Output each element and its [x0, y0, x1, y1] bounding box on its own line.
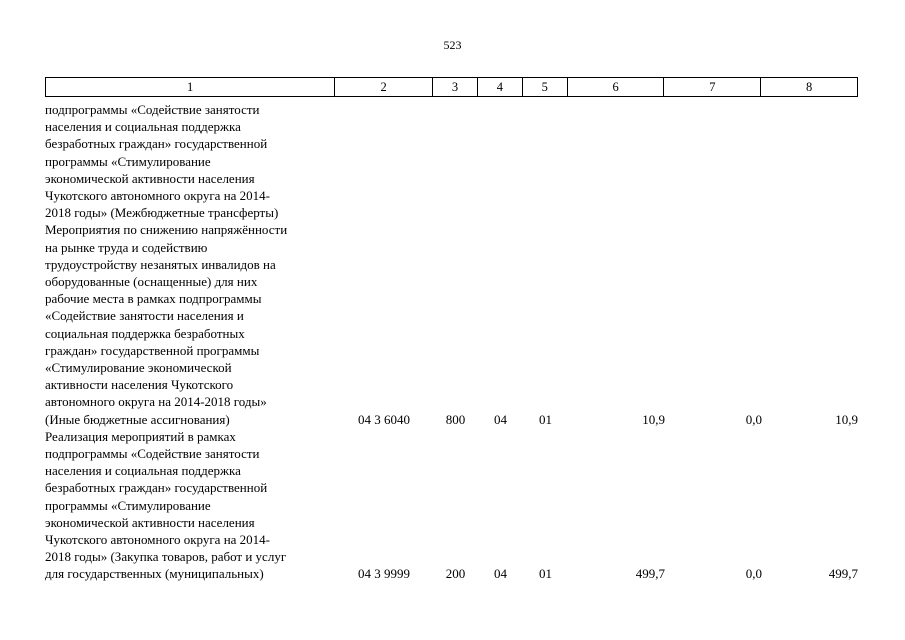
description-line: подпрограммы «Содействие занятости [45, 446, 260, 462]
kcsr-code: 04 3 9999 [358, 566, 410, 582]
description-line: «Стимулирование экономической [45, 360, 232, 376]
subsection-code: 01 [539, 566, 552, 582]
row-description: подпрограммы «Содействие занятости населе… [45, 101, 335, 221]
description-line: оборудованные (оснащенные) для них [45, 274, 258, 290]
description-line: рабочие места в рамках подпрограммы [45, 291, 262, 307]
column-header-7: 7 [664, 78, 762, 96]
amount-total: 10,9 [642, 411, 665, 427]
description-line: 2018 годы» (Межбюджетные трансферты) [45, 205, 279, 221]
description-line: 2018 годы» (Закупка товаров, работ и усл… [45, 549, 287, 565]
kvr-code: 200 [445, 566, 466, 582]
amount-federal: 0,0 [745, 411, 762, 427]
amount-total: 499,7 [635, 566, 665, 582]
column-header-8: 8 [806, 80, 813, 94]
column-header-5: 5 [523, 78, 568, 96]
description-line: для государственных (муниципальных) [45, 566, 264, 582]
kcsr-code: 04 3 6040 [358, 411, 410, 427]
description-line: Реализация мероприятий в рамках [45, 428, 236, 444]
column-header-2: 2 [335, 78, 434, 96]
amount-federal: 0,0 [745, 566, 762, 582]
description-line: безработных граждан» государственной [45, 136, 268, 152]
description-line: Чукотского автономного округа на 2014- [45, 188, 271, 204]
row-description: Мероприятия по снижению напряжённости на … [45, 221, 335, 427]
row-description: Реализация мероприятий в рамках подпрогра… [45, 428, 335, 583]
description-line: автономного округа на 2014-2018 годы» [45, 394, 267, 410]
description-line: социальная поддержка безработных [45, 325, 245, 341]
column-header-6: 6 [568, 78, 665, 96]
table-body: подпрограммы «Содействие занятости населе… [45, 101, 858, 583]
table-row: подпрограммы «Содействие занятости населе… [45, 101, 858, 221]
page-number: 523 [443, 38, 462, 52]
section-code: 04 [494, 566, 507, 582]
column-header-4: 4 [478, 78, 523, 96]
description-line: на рынке труда и содействию [45, 239, 208, 255]
table-header-row: 1 2 3 4 5 6 7 8 [45, 77, 858, 97]
description-line: экономической активности населения [45, 514, 255, 530]
amount-regional: 499,7 [828, 566, 858, 582]
description-line: трудоустройству незанятых инвалидов на [45, 256, 276, 272]
description-line: безработных граждан» государственной [45, 480, 268, 496]
description-line: программы «Стимулирование [45, 497, 211, 513]
column-header-1: 1 [46, 78, 336, 96]
description-line: Чукотского автономного округа на 2014- [45, 532, 271, 548]
subsection-code: 01 [539, 411, 552, 427]
description-line: населения и социальная поддержка [45, 463, 241, 479]
description-line: экономической активности населения [45, 170, 255, 186]
kvr-code: 800 [445, 411, 466, 427]
description-line: (Иные бюджетные ассигнования) [45, 411, 230, 427]
table-row: Мероприятия по снижению напряжённости на … [45, 221, 858, 427]
description-line: «Содействие занятости населения и [45, 308, 244, 324]
description-line: активности населения Чукотского [45, 377, 234, 393]
table-row: Реализация мероприятий в рамках подпрогра… [45, 428, 858, 583]
section-code: 04 [494, 411, 507, 427]
description-line: граждан» государственной программы [45, 342, 260, 358]
description-line: населения и социальная поддержка [45, 119, 241, 135]
description-line: подпрограммы «Содействие занятости [45, 102, 260, 117]
description-line: Мероприятия по снижению напряжённости [45, 222, 288, 238]
amount-regional: 10,9 [835, 411, 858, 427]
column-header-3: 3 [433, 78, 478, 96]
description-line: программы «Стимулирование [45, 153, 211, 169]
